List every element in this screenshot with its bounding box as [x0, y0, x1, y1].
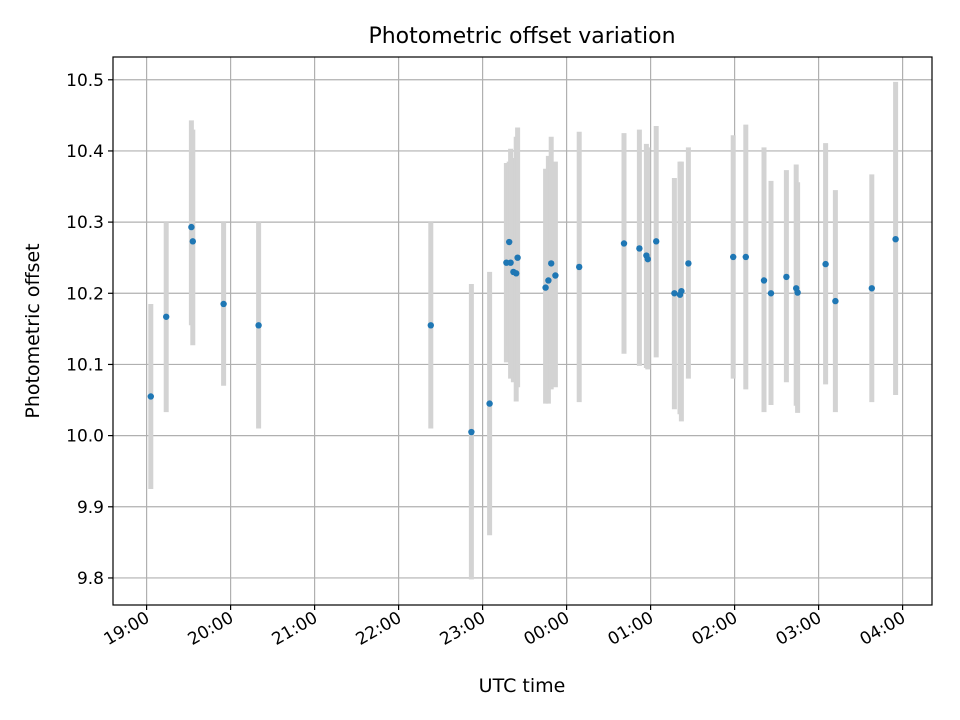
data-point [147, 393, 154, 400]
x-tick-label: 20:00 [185, 608, 237, 650]
data-point [514, 254, 521, 261]
y-tick-label: 10.1 [66, 355, 104, 375]
data-point [767, 290, 775, 297]
data-point [427, 322, 434, 329]
data-point [685, 260, 692, 267]
data-point [892, 235, 899, 243]
plot-frame [112, 56, 933, 606]
data-point [653, 238, 660, 245]
x-tick-label: 02:00 [689, 608, 741, 650]
data-point [620, 240, 628, 247]
y-tick-label: 10.0 [66, 427, 104, 447]
x-tick-label: 22:00 [353, 608, 405, 650]
data-point [486, 400, 493, 407]
y-tick-label: 10.2 [66, 284, 104, 304]
data-point [783, 273, 790, 281]
data-point [468, 428, 475, 436]
x-tick-label: 01:00 [605, 608, 657, 650]
x-tick-label: 00:00 [521, 608, 573, 650]
x-axis-label: UTC time [479, 675, 566, 697]
data-point [163, 313, 170, 320]
x-tick-label: 04:00 [857, 608, 909, 650]
data-point [552, 272, 559, 279]
data-point [513, 270, 520, 277]
data-point [220, 300, 227, 308]
data-point [189, 238, 196, 245]
data-point [671, 290, 678, 297]
data-point [255, 322, 262, 329]
data-point [730, 253, 737, 261]
grid-lines [113, 57, 932, 605]
x-tick-label: 21:00 [269, 608, 321, 650]
data-point [794, 289, 801, 296]
data-point [548, 260, 555, 267]
data-point [760, 277, 768, 284]
y-axis-label: Photometric offset [22, 243, 44, 418]
error-bars [148, 81, 899, 580]
y-tick-label: 10.4 [66, 142, 104, 162]
data-point [507, 259, 514, 266]
data-point [576, 263, 583, 271]
x-tick-label: 23:00 [437, 608, 489, 650]
y-tick-label: 9.9 [77, 498, 104, 518]
x-tick-label: 03:00 [773, 608, 825, 650]
y-tick-label: 10.3 [66, 213, 104, 233]
data-point [742, 253, 749, 261]
y-tick-label: 9.8 [77, 569, 104, 589]
data-point [832, 297, 839, 305]
chart-title: Photometric offset variation [368, 24, 675, 49]
data-point [188, 223, 195, 231]
y-tick-label: 10.5 [66, 71, 104, 91]
data-point [644, 255, 651, 263]
x-tick-label: 19:00 [101, 608, 153, 650]
data-point [545, 277, 552, 284]
data-point [636, 245, 643, 252]
data-point [678, 287, 685, 295]
data-point [506, 238, 513, 246]
data-point [868, 285, 875, 292]
data-point [822, 260, 829, 268]
data-point [542, 284, 549, 291]
data-points [147, 223, 899, 436]
